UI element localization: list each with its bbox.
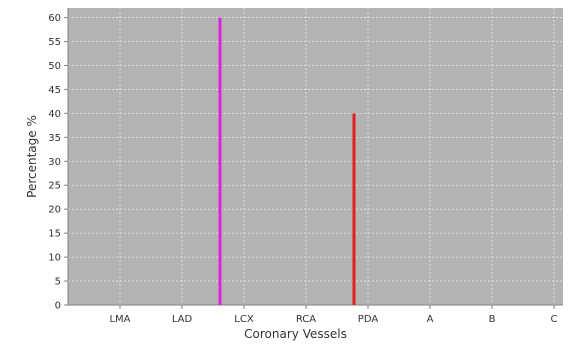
x-axis-title: Coronary Vessels [244, 327, 347, 341]
x-tick-label-a: A [427, 314, 434, 325]
bar-lad [218, 17, 222, 305]
x-tick-label-c: C [551, 314, 558, 325]
y-tick-label: 60 [48, 13, 61, 24]
y-tick-label: 35 [48, 133, 61, 144]
y-tick-label: 45 [48, 85, 61, 96]
y-tick-label: 30 [48, 157, 61, 168]
y-axis-title: Percentage % [25, 115, 39, 198]
y-tick-label: 10 [48, 253, 61, 264]
y-tick-label: 0 [55, 301, 61, 312]
x-tick-label-rca: RCA [296, 314, 316, 325]
plot-area [68, 8, 563, 305]
x-axis-ticks: LMA LAD LCX RCA PDA A B C [109, 305, 558, 325]
y-axis-ticks: 0 5 10 15 20 25 30 35 40 45 50 55 60 [48, 13, 68, 312]
y-tick-label: 55 [48, 37, 61, 48]
bar-rca [352, 113, 356, 305]
y-tick-label: 5 [55, 277, 61, 288]
axes [67, 8, 563, 306]
x-tick-label-lad: LAD [172, 314, 193, 325]
y-tick-label: 40 [48, 109, 61, 120]
x-tick-label-pda: PDA [358, 314, 379, 325]
y-tick-label: 25 [48, 181, 61, 192]
y-tick-label: 15 [48, 229, 61, 240]
x-tick-label-lma: LMA [109, 314, 130, 325]
grid-lines [68, 8, 563, 305]
x-tick-label-b: B [489, 314, 496, 325]
x-tick-label-lcx: LCX [234, 314, 254, 325]
bars [218, 17, 356, 305]
y-tick-label: 20 [48, 205, 61, 216]
y-tick-label: 50 [48, 61, 61, 72]
